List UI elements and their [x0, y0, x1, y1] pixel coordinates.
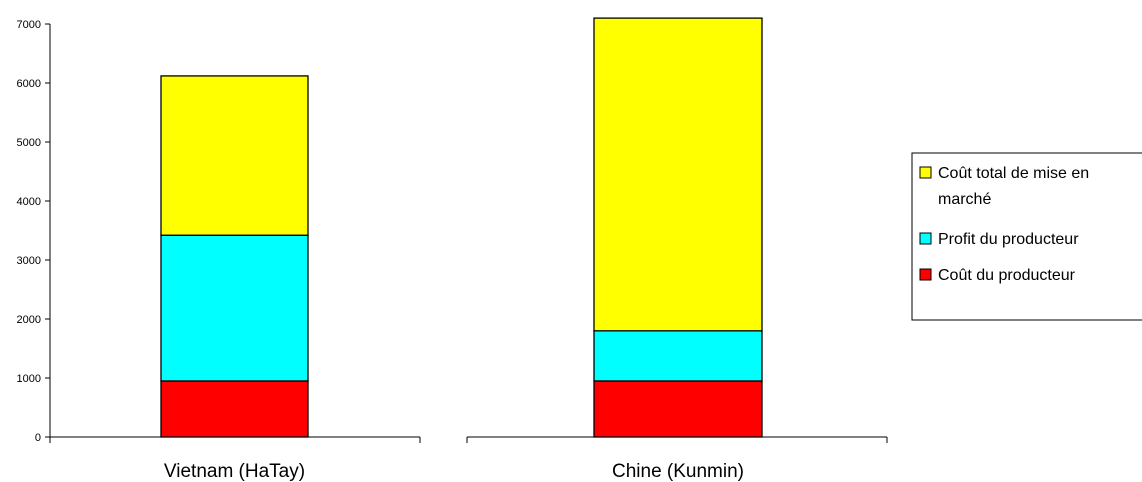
y-tick-label: 6000	[17, 78, 41, 90]
bars	[160, 17, 763, 438]
x-category-label: Vietnam (HaTay)	[164, 461, 305, 482]
legend-box	[911, 152, 1142, 321]
legend-swatch	[919, 166, 932, 179]
bar-segment-1	[160, 380, 309, 438]
y-tick-label: 0	[35, 432, 41, 444]
legend-label: Profit du producteur	[938, 231, 1079, 248]
y-tick-label: 4000	[17, 196, 41, 208]
legend-swatch	[919, 268, 932, 281]
legend-label: Coût total de mise en	[938, 165, 1089, 182]
bar-segment-1	[593, 380, 763, 438]
x-category-label: Chine (Kunmin)	[612, 461, 744, 482]
y-tick-label: 1000	[17, 373, 41, 385]
y-tick-label: 3000	[17, 255, 41, 267]
legend-label: Coût du producteur	[938, 267, 1076, 284]
bar-segment-3	[160, 75, 309, 236]
y-tick-label: 5000	[17, 137, 41, 149]
x-axis: Vietnam (HaTay) Chine (Kunmin)	[49, 436, 888, 482]
legend-swatch	[919, 232, 932, 245]
y-axis: 0 1000 2000 3000 4000 5000 6000 7000	[17, 19, 51, 444]
y-tick-label: 2000	[17, 314, 41, 326]
legend: Coût total de mise en marché Profit du pro…	[911, 152, 1142, 321]
bar-segment-2	[160, 234, 309, 382]
bar-segment-3	[593, 17, 763, 332]
y-tick-label: 7000	[17, 19, 41, 31]
bar-segment-2	[593, 330, 763, 382]
legend-label: marché	[938, 191, 991, 208]
